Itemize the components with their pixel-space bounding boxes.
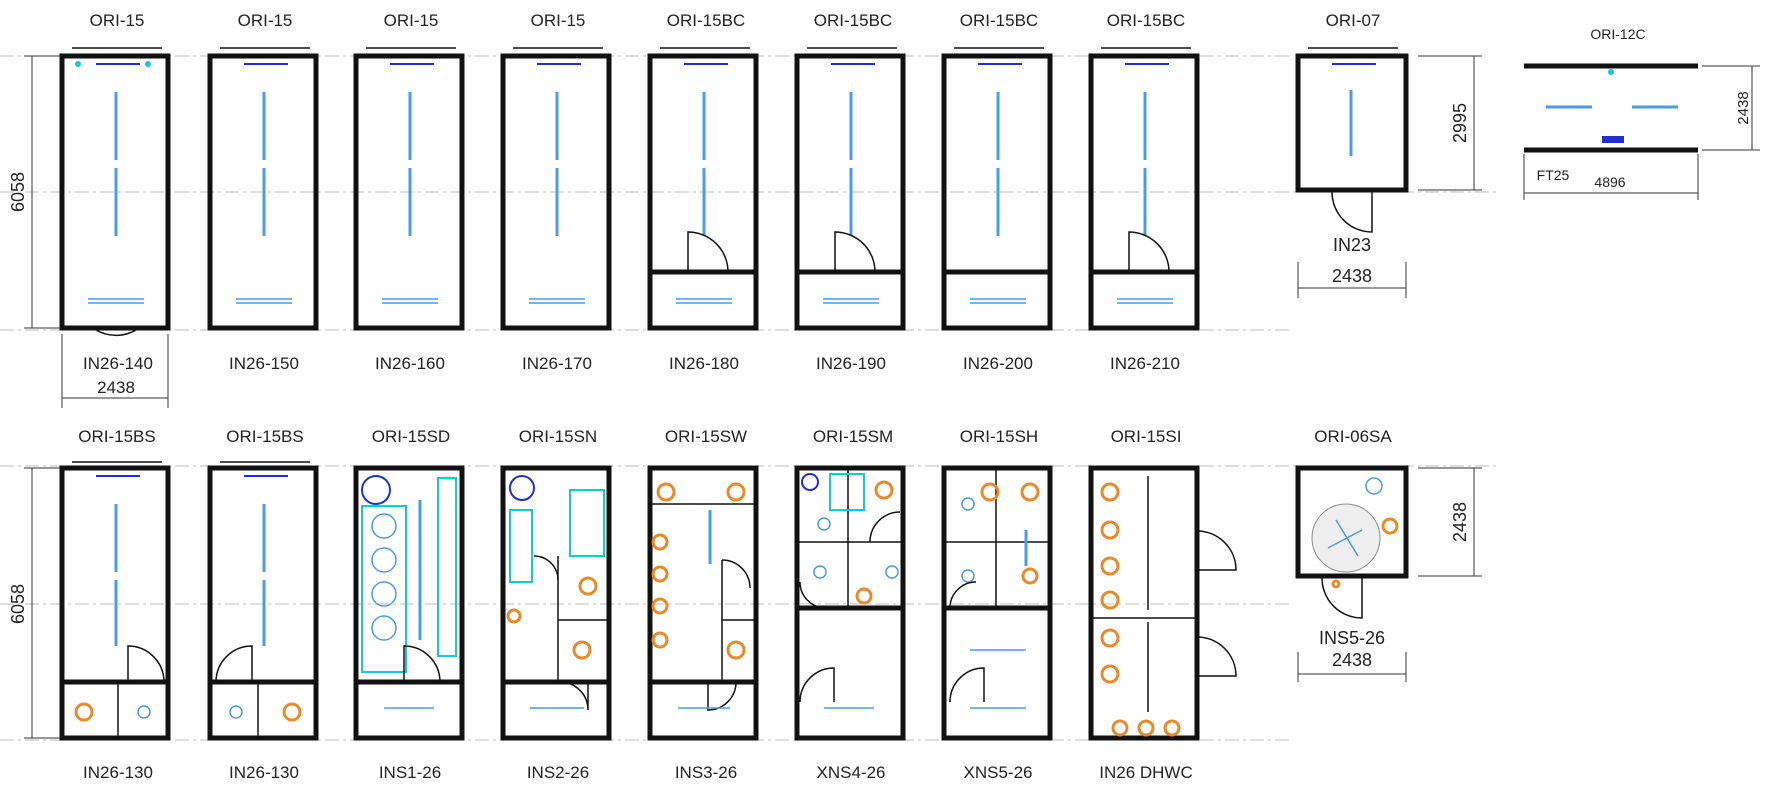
module-title: ORI-12C [1590, 26, 1645, 42]
module-ori15bs-130a: ORI-15BS IN26-130 [59, 427, 171, 782]
module-ori15bc-190: ORI-15BC IN26-190 [794, 11, 906, 373]
module-title: ORI-15 [238, 11, 293, 30]
module-code: IN26-190 [816, 354, 886, 373]
module-code: XNS5-26 [964, 763, 1033, 782]
module-ori15sh: ORI-15SH XNS5-26 [941, 427, 1053, 782]
dimension-length-row2: 6058 [8, 467, 60, 739]
module-ori15-170: ORI-15 IN26-170 [500, 11, 612, 373]
module-ori15-140: ORI-15 IN26-140 [59, 11, 171, 373]
module-title: ORI-15SD [372, 427, 450, 446]
module-ori15si: ORI-15SI IN26 DHWC [1088, 427, 1237, 782]
dimension-length-row1: 6058 [8, 55, 60, 329]
module-code: IN26-200 [963, 354, 1033, 373]
module-title: ORI-15BC [667, 11, 745, 30]
dimension-label: 2438 [97, 378, 135, 397]
module-title: ORI-06SA [1314, 427, 1392, 446]
module-code: IN23 [1333, 235, 1371, 255]
dimension-label: 2438 [1735, 91, 1752, 124]
module-code: INS1-26 [379, 763, 441, 782]
module-title: ORI-15SW [665, 427, 747, 446]
module-title: ORI-15SN [519, 427, 597, 446]
module-code: IN26-130 [229, 763, 299, 782]
module-code: IN26-180 [669, 354, 739, 373]
dimension-label: 6058 [8, 584, 28, 624]
module-ori15bs-130b: ORI-15BS IN26-130 [207, 427, 319, 782]
module-code: INS5-26 [1319, 628, 1385, 648]
dimension-label: 2438 [1450, 502, 1470, 542]
module-ori06sa: ORI-06SA INS5-26 2438 2438 [1295, 427, 1482, 682]
module-title: ORI-15BC [814, 11, 892, 30]
dimension-label: 2995 [1450, 103, 1470, 143]
module-ori15sd: ORI-15SD INS1-26 [353, 427, 465, 782]
module-code: IN26-140 [83, 354, 153, 373]
module-title: ORI-15 [531, 11, 586, 30]
module-title: ORI-15 [90, 11, 145, 30]
module-title: ORI-15BC [1107, 11, 1185, 30]
module-ori15-150: ORI-15 IN26-150 [207, 11, 319, 373]
dimension-label: 6058 [8, 172, 28, 212]
module-code: IN26-150 [229, 354, 299, 373]
module-title: ORI-15BS [226, 427, 303, 446]
module-ori15bc-180: ORI-15BC IN26-180 [647, 11, 759, 373]
module-title: ORI-15 [384, 11, 439, 30]
module-ori15sw: ORI-15SW INS3-26 [647, 427, 759, 782]
dimension-width-row1: 2438 [61, 334, 169, 408]
module-ori15sm: ORI-15SM XNS4-26 [794, 427, 906, 782]
alignment-grid [0, 55, 1500, 741]
module-title: ORI-15SH [960, 427, 1038, 446]
module-code: IN26-210 [1110, 354, 1180, 373]
module-code: IN26-170 [522, 354, 592, 373]
module-ori15-160: ORI-15 IN26-160 [353, 11, 465, 373]
module-code: XNS4-26 [817, 763, 886, 782]
dimension-label: 2438 [1332, 266, 1372, 286]
module-ori15bc-210: ORI-15BC IN26-210 [1088, 11, 1200, 373]
module-code: IN26-130 [83, 763, 153, 782]
module-title: ORI-15BC [960, 11, 1038, 30]
module-code: IN26-160 [375, 354, 445, 373]
module-ori15bc-200: ORI-15BC IN26-200 [941, 11, 1053, 373]
module-title: ORI-15BS [78, 427, 155, 446]
module-code: IN26 DHWC [1099, 763, 1193, 782]
module-code: FT25 [1537, 167, 1570, 183]
module-ori12c: ORI-12C 2438 FT25 4896 [1523, 26, 1760, 200]
dimension-label: 2438 [1332, 650, 1372, 670]
module-code: INS2-26 [527, 763, 589, 782]
module-title: ORI-15SM [813, 427, 893, 446]
dimension-label: 4896 [1594, 174, 1625, 190]
module-title: ORI-15SI [1111, 427, 1182, 446]
module-ori07: ORI-07 IN23 2438 2995 [1295, 11, 1482, 298]
module-title: ORI-07 [1326, 11, 1381, 30]
module-ori15sn: ORI-15SN INS2-26 [500, 427, 612, 782]
module-code: INS3-26 [675, 763, 737, 782]
